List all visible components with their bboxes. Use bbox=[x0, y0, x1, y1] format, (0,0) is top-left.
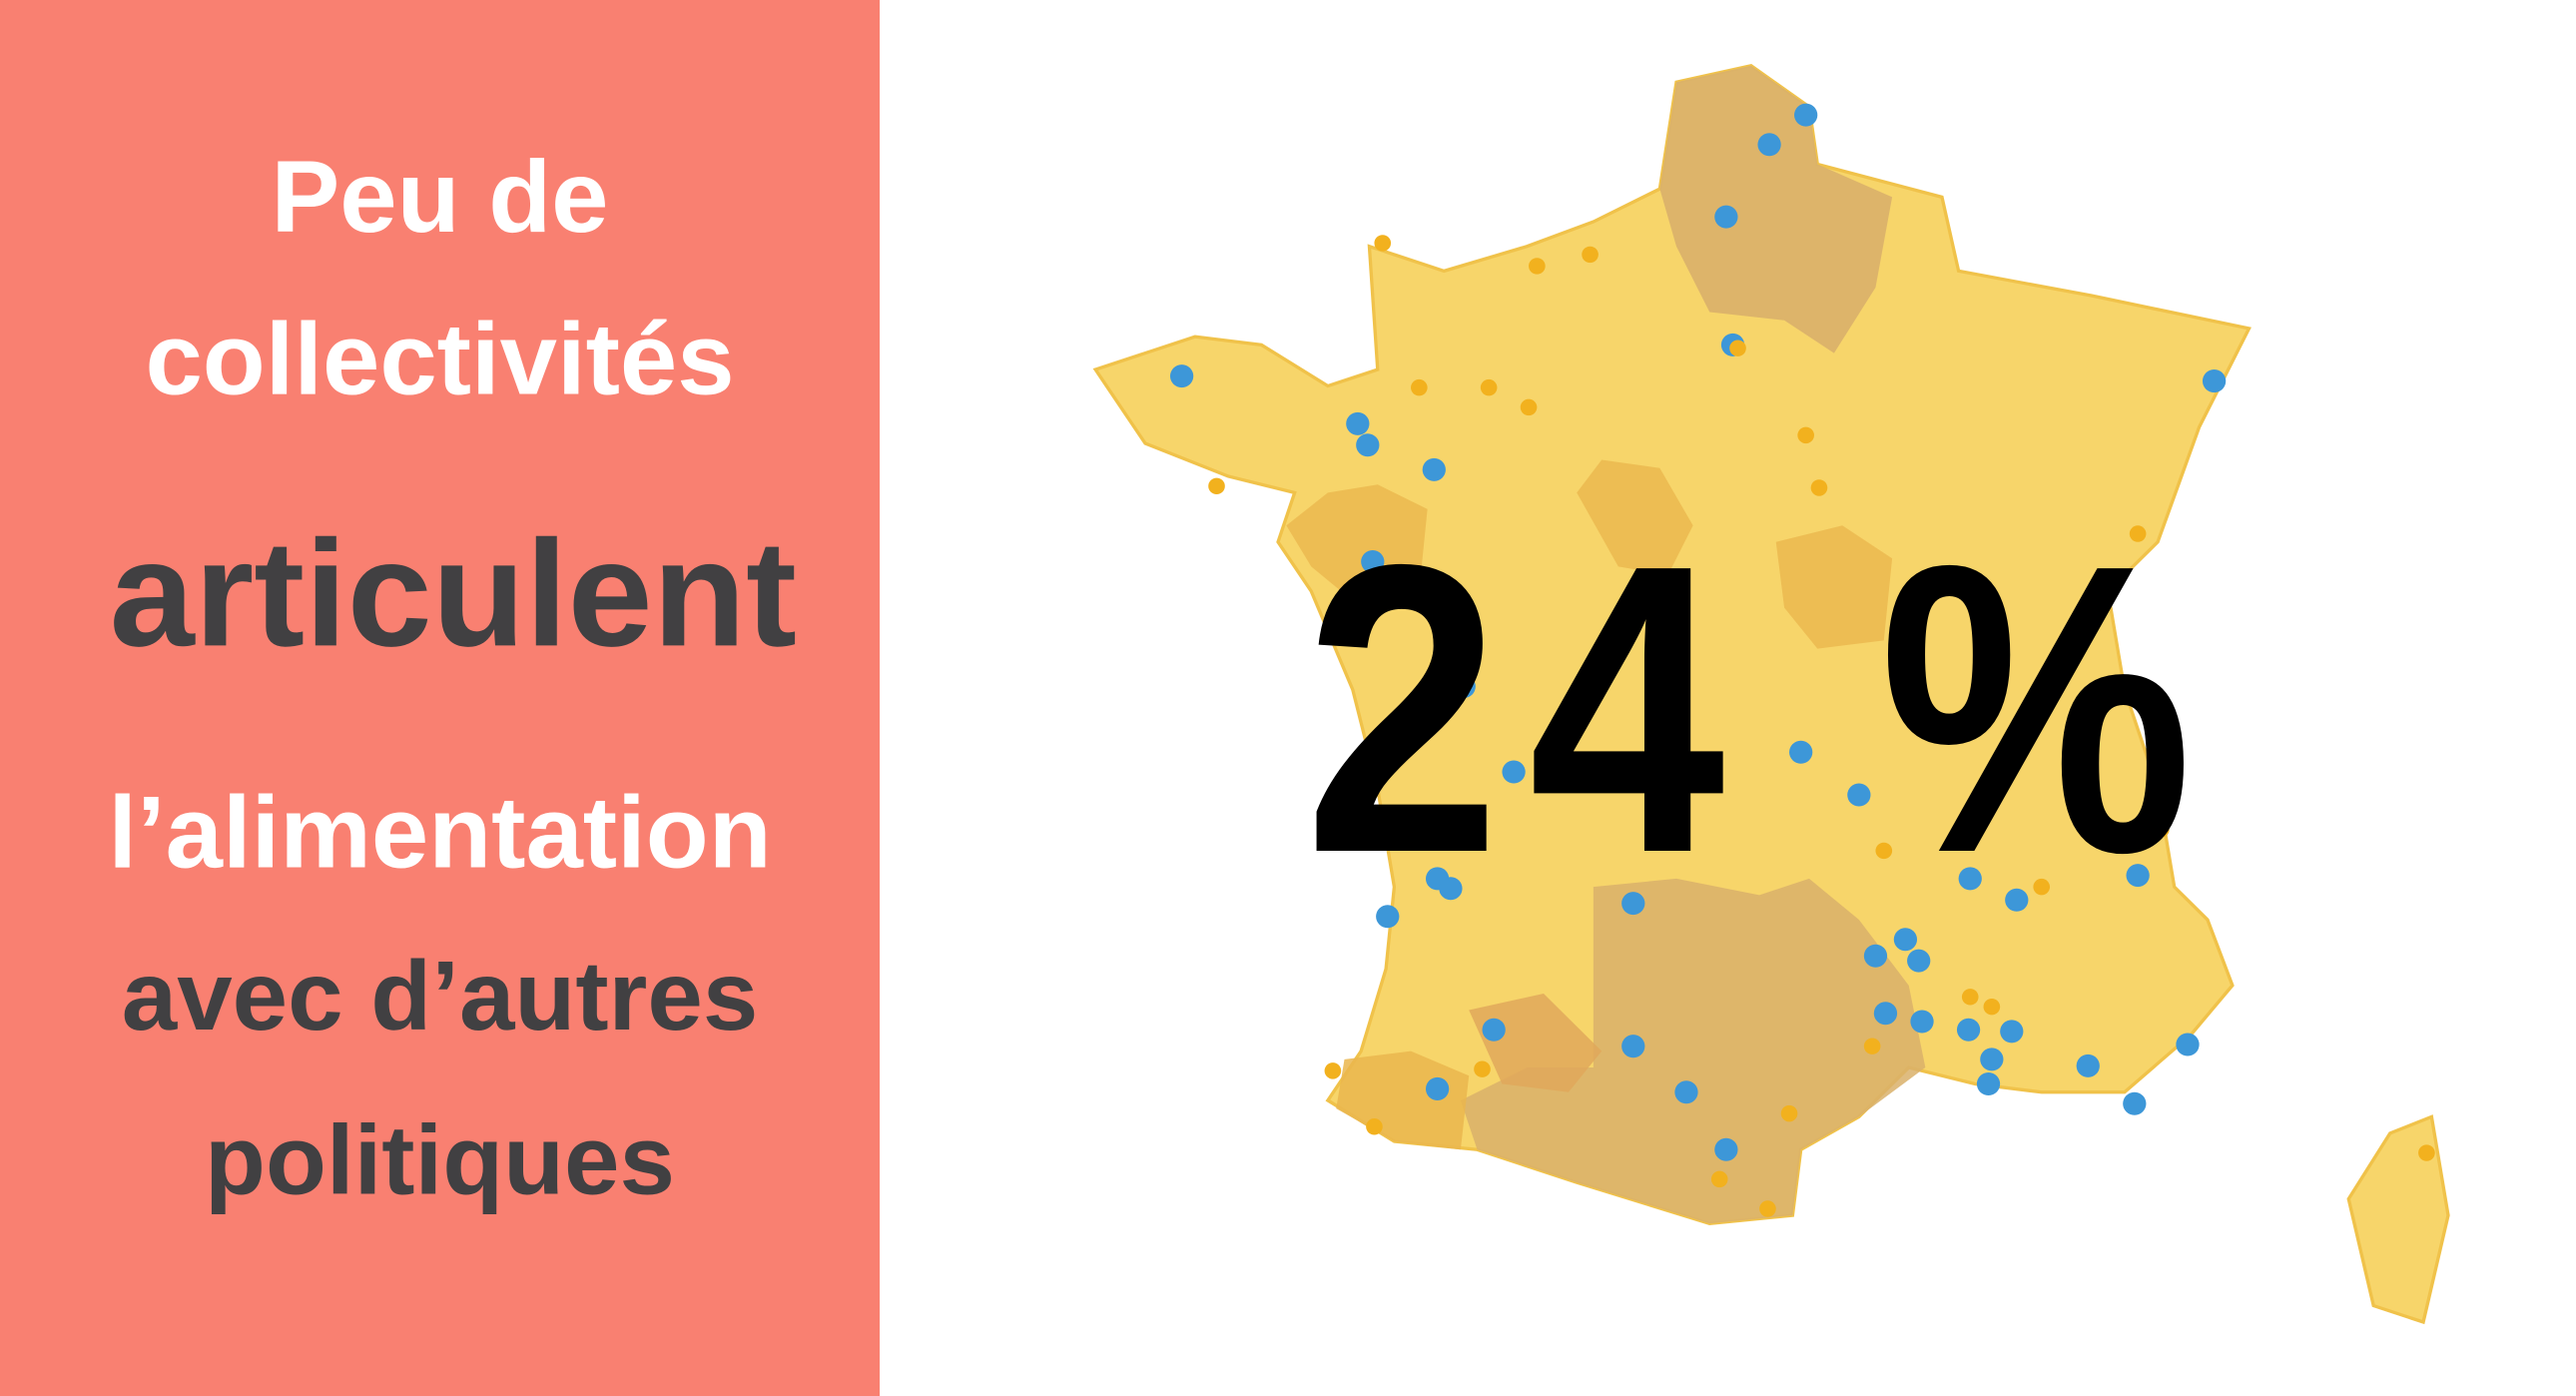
orange-dots bbox=[1208, 235, 2435, 1217]
panel-line: l’alimentation bbox=[108, 775, 771, 889]
mainland bbox=[1092, 64, 2252, 1225]
region-east bbox=[1775, 525, 1893, 649]
headline-figure: 24 % bbox=[1304, 480, 2221, 939]
region-center bbox=[1577, 459, 1693, 575]
panel-line: politiques bbox=[205, 1105, 675, 1215]
region-west bbox=[1286, 484, 1428, 608]
panel-line: collectivités bbox=[146, 302, 735, 415]
panel-line: avec d’autres bbox=[122, 942, 759, 1051]
region-south bbox=[1460, 878, 1926, 1224]
blue-dots bbox=[1169, 103, 2227, 1161]
region-southwest bbox=[1469, 994, 1603, 1092]
panel-line-emphasis: articulent bbox=[110, 509, 797, 678]
france-map bbox=[1092, 64, 2450, 1325]
corsica bbox=[2346, 1114, 2450, 1325]
panel-line: Peu de bbox=[272, 139, 609, 253]
region-north bbox=[1659, 65, 1893, 353]
left-panel bbox=[0, 0, 881, 1396]
